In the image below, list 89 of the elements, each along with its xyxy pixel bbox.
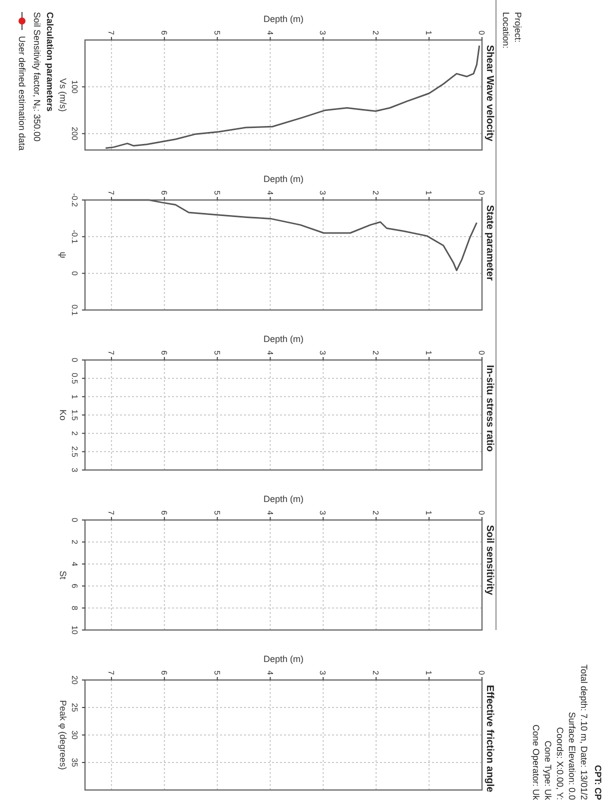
y-tick-label: 8 [70, 606, 79, 611]
x-tick-label: 2 [371, 190, 380, 196]
y-tick-label: 1.5 [70, 409, 79, 422]
x-tick-label: 6 [159, 190, 168, 196]
y-tick-label: 100 [70, 80, 79, 94]
y-axis-title: St [58, 570, 68, 580]
y-tick-label: 0.5 [70, 372, 79, 384]
x-tick-label: 4 [265, 190, 274, 196]
y-tick-label: 1 [70, 394, 79, 400]
x-tick-label: 7 [106, 510, 116, 516]
y-tick-label: 2 [70, 540, 79, 545]
text: State parameter [484, 205, 495, 281]
x-tick-label: 3 [318, 670, 328, 676]
text: Soil Sensitivity factor, Nₛ: 350.00 [32, 12, 42, 142]
y-tick-label: 0.1 [70, 304, 79, 316]
x-tick-label: 1 [424, 510, 434, 516]
x-tick-label: 0 [477, 30, 486, 36]
x-tick-label: 4 [265, 510, 274, 516]
y-axis-title: ψ [58, 252, 68, 258]
y-axis-title: Ko [58, 409, 68, 421]
x-tick-label: 7 [106, 30, 116, 36]
y-tick-label: 0 [70, 271, 79, 276]
x-tick-label: 4 [265, 350, 274, 356]
y-axis-title: Vs (m/s) [58, 78, 68, 112]
x-tick-label: 6 [159, 30, 168, 36]
x-axis-title: Depth (m) [263, 494, 304, 504]
text: Calculation parameters [45, 12, 55, 112]
y-tick-label: 2.5 [70, 446, 79, 458]
x-axis-title: Depth (m) [263, 334, 304, 344]
y-tick-label: -0.2 [70, 193, 79, 208]
y-tick-label: -0.1 [70, 230, 79, 244]
x-axis-title: Depth (m) [263, 654, 304, 664]
x-tick-label: 0 [477, 510, 486, 516]
x-axis-title: Depth (m) [263, 14, 304, 24]
y-axis-title: Peak φ (degrees) [58, 700, 68, 770]
x-tick-label: 2 [371, 510, 380, 516]
x-tick-label: 2 [371, 670, 380, 676]
x-tick-label: 3 [318, 350, 328, 356]
x-tick-label: 4 [265, 670, 274, 676]
x-tick-label: 0 [477, 350, 486, 356]
x-tick-label: 5 [212, 190, 222, 196]
y-tick-label: 0 [70, 518, 79, 523]
text: Coords: X:0.00, Y: [555, 727, 565, 800]
x-tick-label: 4 [265, 30, 274, 36]
x-tick-label: 3 [318, 510, 328, 516]
x-tick-label: 1 [424, 190, 434, 196]
x-tick-label: 5 [212, 30, 222, 36]
text: User defined estimation data [17, 36, 27, 151]
x-tick-label: 6 [159, 670, 168, 676]
x-tick-label: 6 [159, 350, 168, 356]
x-tick-label: 5 [212, 510, 222, 516]
x-tick-label: 7 [106, 190, 116, 196]
x-tick-label: 7 [106, 670, 116, 676]
y-tick-label: 4 [70, 562, 79, 567]
x-tick-label: 5 [212, 350, 222, 356]
text: Cone Type: Uk [543, 740, 553, 800]
text: CPT: CP [593, 764, 603, 800]
x-tick-label: 1 [424, 670, 434, 676]
x-tick-label: 7 [106, 350, 116, 356]
x-tick-label: 6 [159, 510, 168, 516]
x-tick-label: 5 [212, 670, 222, 676]
y-tick-label: 20 [70, 676, 79, 685]
y-tick-label: 0 [70, 358, 79, 363]
text: Soil sensitivity [484, 525, 495, 596]
x-tick-label: 2 [371, 30, 380, 36]
text: Effective friction angle [484, 685, 495, 793]
text: Shear Wave velocity [484, 45, 495, 142]
text: Total depth: 7.10 m, Date: 13/01/2 [579, 664, 589, 800]
y-tick-label: 200 [70, 126, 79, 141]
text: In-situ stress ratio [484, 365, 495, 452]
text: Surface Elevation: 0.0 [567, 712, 577, 800]
x-tick-label: 0 [477, 670, 486, 676]
x-tick-label: 3 [318, 190, 328, 196]
x-tick-label: 2 [371, 350, 380, 356]
y-tick-label: 25 [70, 703, 79, 712]
y-tick-label: 3 [70, 468, 79, 473]
y-tick-label: 30 [70, 730, 79, 740]
text: Cone Operator: Uk [531, 724, 541, 800]
x-axis-title: Depth (m) [263, 174, 304, 184]
text: Project: [513, 12, 523, 43]
y-tick-label: 35 [70, 758, 79, 768]
x-tick-label: 1 [424, 30, 434, 36]
x-tick-label: 0 [477, 190, 486, 196]
x-tick-label: 3 [318, 30, 328, 36]
y-tick-label: 10 [70, 626, 79, 635]
y-tick-label: 6 [70, 584, 79, 589]
x-tick-label: 1 [424, 350, 434, 356]
y-tick-label: 2 [70, 431, 79, 436]
text: Location: [501, 12, 511, 49]
